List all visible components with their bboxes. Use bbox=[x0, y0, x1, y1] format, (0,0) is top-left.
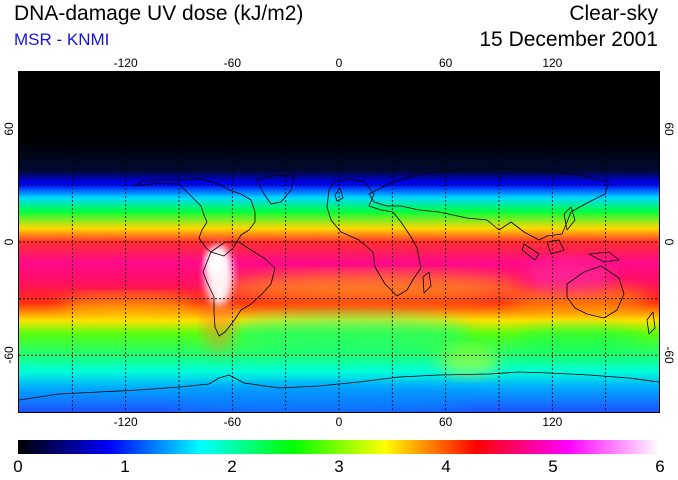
colorbar-tick-label: 3 bbox=[334, 457, 344, 476]
japan-coast bbox=[563, 206, 576, 231]
uk-coast bbox=[334, 187, 344, 202]
lat-tick-right: 60 bbox=[662, 121, 676, 136]
lon-tick-top: -60 bbox=[223, 56, 241, 70]
coastlines bbox=[19, 167, 659, 401]
new-guinea-coast bbox=[588, 251, 620, 263]
sumatra-coast bbox=[521, 243, 540, 261]
colorbar-tick-label: 6 bbox=[655, 457, 665, 476]
madagascar-coast bbox=[422, 271, 432, 294]
new-zealand-coast bbox=[646, 311, 656, 335]
sky-condition-label: Clear-sky bbox=[569, 2, 658, 25]
uv-dose-map[interactable] bbox=[18, 71, 660, 413]
lat-tick-left: -60 bbox=[2, 346, 16, 364]
lon-tick-top: -120 bbox=[113, 56, 138, 70]
south-america-coast bbox=[202, 241, 276, 337]
colorbar-tick-label: 5 bbox=[548, 457, 558, 476]
colorbar-tick-label: 0 bbox=[13, 457, 23, 476]
colorbar-tick-label: 4 bbox=[441, 457, 451, 476]
lat-tick-left: 0 bbox=[2, 238, 16, 246]
borneo-coast bbox=[546, 239, 565, 255]
lat-tick-right: 0 bbox=[662, 238, 676, 246]
australia-coast bbox=[566, 265, 625, 319]
lon-tick-top: 0 bbox=[335, 56, 343, 70]
colorbar-svg bbox=[18, 440, 660, 454]
lat-tick-right: -60 bbox=[662, 346, 676, 364]
colorbar bbox=[18, 440, 660, 454]
map-title: DNA-damage UV dose (kJ/m2) bbox=[14, 2, 304, 25]
asia-coast bbox=[368, 167, 610, 241]
colorbar-fill bbox=[18, 440, 660, 454]
date-label: 15 December 2001 bbox=[479, 28, 658, 51]
lon-tick-bottom: -120 bbox=[113, 415, 138, 429]
lon-tick-top: 60 bbox=[438, 56, 453, 70]
greenland-coast bbox=[256, 174, 295, 205]
colorbar-tick-label: 1 bbox=[120, 457, 130, 476]
lon-tick-bottom: 120 bbox=[542, 415, 563, 429]
source-label: MSR - KNMI bbox=[14, 30, 110, 49]
lat-tick-left: 60 bbox=[2, 121, 16, 136]
lon-tick-bottom: -60 bbox=[223, 415, 241, 429]
colorbar-tick-label: 2 bbox=[227, 457, 237, 476]
uv-dose-map-svg bbox=[19, 72, 659, 412]
north-america-coast bbox=[133, 178, 256, 257]
lon-tick-top: 120 bbox=[542, 56, 563, 70]
lon-tick-bottom: 0 bbox=[335, 415, 343, 429]
lon-tick-bottom: 60 bbox=[438, 415, 453, 429]
antarctica-coast bbox=[19, 371, 659, 401]
